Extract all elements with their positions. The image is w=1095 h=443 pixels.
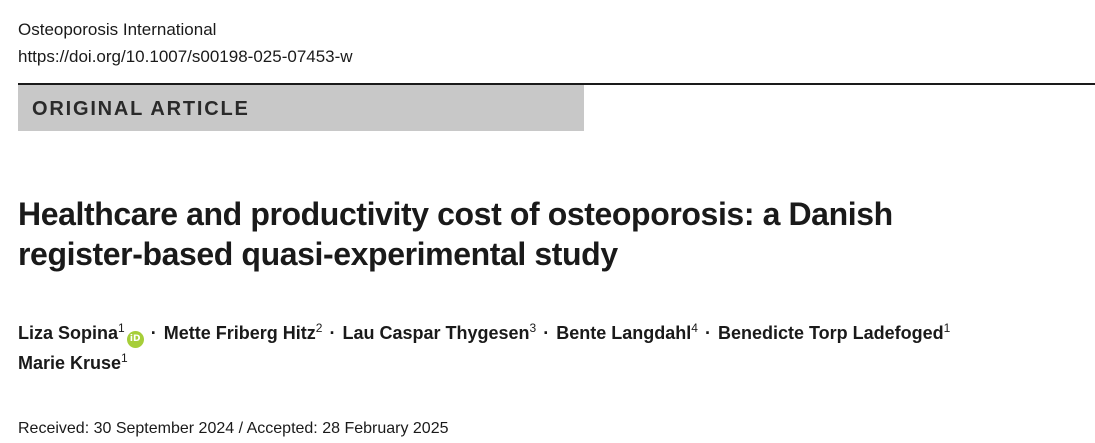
- author-list: Liza Sopina1iD · Mette Friberg Hitz2 · L…: [18, 318, 1093, 378]
- author-name[interactable]: Mette Friberg Hitz: [163, 323, 316, 343]
- header-rule: [584, 83, 1095, 85]
- author-separator: ·: [704, 323, 711, 343]
- orcid-icon[interactable]: iD: [126, 331, 144, 348]
- author-name[interactable]: Lau Caspar Thygesen: [342, 323, 530, 343]
- author-affiliation: 1: [121, 351, 128, 365]
- author-affiliation: 2: [315, 321, 323, 335]
- author-affiliation: 1: [943, 321, 951, 335]
- author-name[interactable]: Liza Sopina: [18, 323, 119, 343]
- author-name[interactable]: Bente Langdahl: [556, 323, 692, 343]
- author-separator: ·: [543, 323, 550, 343]
- doi-link[interactable]: https://doi.org/10.1007/s00198-025-07453…: [18, 47, 353, 66]
- article-title: Healthcare and productivity cost of oste…: [18, 194, 1018, 274]
- article-type-banner: ORIGINAL ARTICLE: [18, 83, 584, 131]
- author-affiliation: 4: [691, 321, 698, 335]
- article-type-label: ORIGINAL ARTICLE: [32, 98, 250, 120]
- author-separator: ·: [150, 323, 157, 343]
- author-name[interactable]: Marie Kruse: [18, 353, 122, 373]
- author-separator: ·: [329, 323, 336, 343]
- received-accepted-dates: Received: 30 September 2024 / Accepted: …: [18, 420, 449, 437]
- title-line-1: Healthcare and productivity cost of oste…: [18, 196, 893, 232]
- author-line-2: Marie Kruse1: [18, 348, 1093, 378]
- author-name[interactable]: Benedicte Torp Ladefoged: [717, 323, 944, 343]
- author-line-1: Liza Sopina1iD · Mette Friberg Hitz2 · L…: [18, 318, 1093, 348]
- journal-name: Osteoporosis International: [18, 20, 217, 39]
- title-line-2: register-based quasi-experimental study: [18, 236, 618, 272]
- author-affiliation: 3: [529, 321, 537, 335]
- author-affiliation: 1: [118, 321, 125, 335]
